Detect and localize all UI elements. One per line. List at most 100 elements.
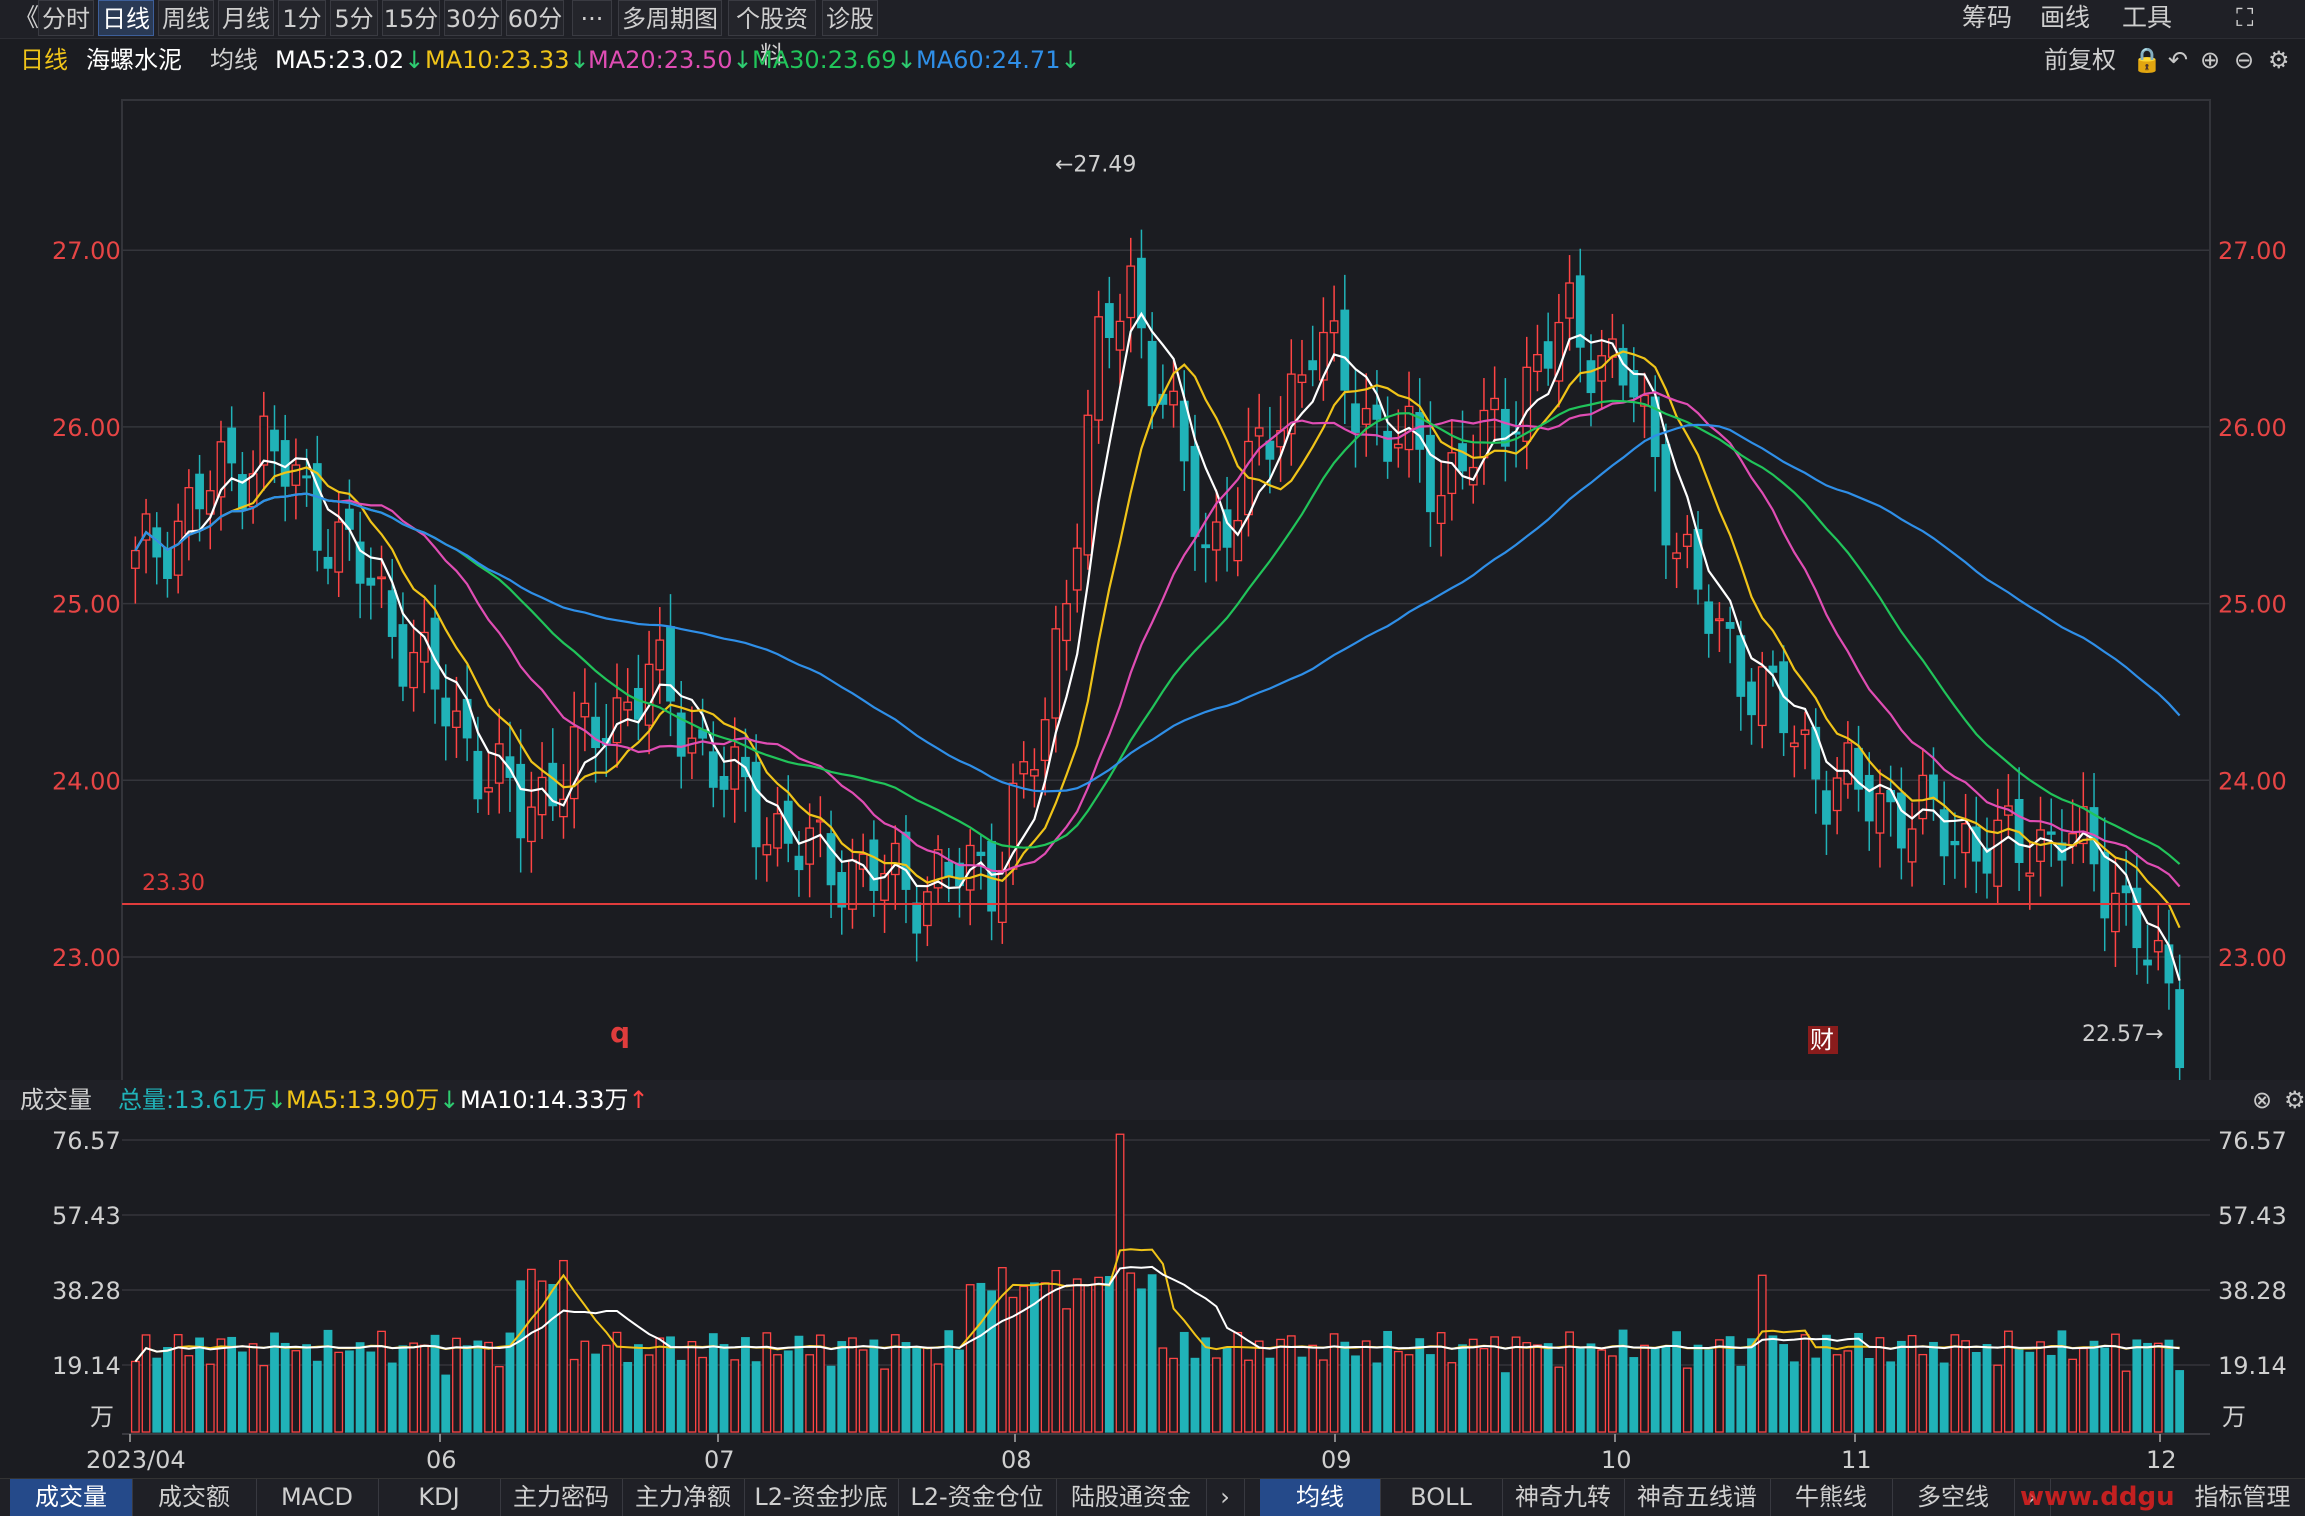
indicator-name[interactable]: 均线 — [210, 46, 258, 74]
top-toolbar: 《 分时 日线 周线 月线 1分 5分 15分 30分 60分 ··· 多周期图… — [0, 0, 2305, 69]
tabs-next-icon-2[interactable]: › — [2014, 1479, 2051, 1516]
tab-ma[interactable]: 均线 — [1260, 1479, 1381, 1516]
volume-ma5-line — [134, 1248, 2180, 1363]
candle-body — [516, 763, 526, 839]
tab-five-lines[interactable]: 神奇五线谱 — [1624, 1479, 1771, 1516]
candle-body — [1308, 360, 1318, 371]
more-button[interactable]: ··· — [572, 0, 612, 36]
draw-line-button[interactable]: 画线 — [2040, 3, 2091, 32]
date-label: 09 — [1321, 1446, 1352, 1474]
date-label: 10 — [1601, 1446, 1632, 1474]
undo-icon[interactable]: ↶ — [2168, 46, 2189, 74]
volume-bar — [205, 1363, 215, 1433]
tab-5min[interactable]: 5分 — [330, 0, 378, 36]
volume-bar — [2046, 1354, 2056, 1433]
volume-unit-right: 万 — [2222, 1403, 2246, 1431]
tab-l2-bottom[interactable]: L2-资金抄底 — [744, 1479, 899, 1516]
volume-bar — [1554, 1366, 1564, 1433]
candle-body — [1768, 665, 1778, 673]
volume-bar — [548, 1283, 558, 1433]
candle-body — [409, 651, 419, 689]
settings-icon[interactable]: ⚙ — [2268, 46, 2290, 74]
diagnose-button[interactable]: 诊股 — [822, 0, 878, 36]
volume-bar — [1661, 1345, 1671, 1433]
chip-button[interactable]: 筹码 — [1962, 3, 2013, 32]
tab-weekly[interactable]: 周线 — [158, 0, 214, 36]
volume-bar — [591, 1353, 600, 1433]
tab-30min[interactable]: 30分 — [444, 0, 502, 36]
date-label: 07 — [704, 1446, 735, 1474]
tab-60min[interactable]: 60分 — [506, 0, 564, 36]
candle-body — [398, 624, 408, 687]
candle-body — [644, 663, 654, 726]
tab-l2-position[interactable]: L2-资金仓位 — [898, 1479, 1057, 1516]
volume-bar — [1747, 1338, 1756, 1433]
price-chart[interactable]: 27.00 27.00 26.00 26.00 25.00 25.00 24.00 24.00… — [0, 80, 2305, 1080]
volume-bar — [2143, 1342, 2152, 1433]
volume-bar — [1030, 1282, 1039, 1433]
volume-bar — [783, 1350, 793, 1433]
candle-body — [762, 844, 772, 856]
price-tick-left: 25.00 — [52, 591, 121, 619]
tab-turnover[interactable]: 成交额 — [132, 1479, 257, 1516]
volume-bar — [462, 1345, 472, 1433]
volume-bar — [858, 1349, 868, 1433]
ma5-line — [134, 311, 2181, 981]
tab-daily[interactable]: 日线 — [98, 0, 154, 36]
candle-body — [1104, 303, 1114, 339]
tab-macd[interactable]: MACD — [256, 1479, 379, 1516]
tab-1min[interactable]: 1分 — [278, 0, 326, 36]
volume-bar — [1918, 1353, 1928, 1433]
tools-button[interactable]: 工具 — [2122, 3, 2173, 32]
candle-body — [858, 853, 868, 870]
candle-body — [869, 839, 879, 891]
price-tick-left: 26.00 — [52, 414, 121, 442]
multi-period-button[interactable]: 多周期图 — [618, 0, 722, 36]
price-axis: 27.00 27.00 26.00 26.00 25.00 25.00 24.00 24.00… — [52, 237, 2287, 972]
candle-body — [548, 762, 558, 807]
volume-tick-left: 19.14 — [52, 1352, 121, 1380]
adjust-label[interactable]: 前复权 — [2044, 46, 2116, 74]
tab-volume[interactable]: 成交量 — [10, 1479, 133, 1516]
tab-nine-turn[interactable]: 神奇九转 — [1502, 1479, 1625, 1516]
panel-settings-icon[interactable]: ⚙ — [2284, 1086, 2305, 1114]
tabs-next-icon[interactable]: › — [1206, 1479, 1245, 1516]
volume-bar — [2036, 1341, 2045, 1433]
tab-monthly[interactable]: 月线 — [218, 0, 274, 36]
volume-chart[interactable]: 76.57 76.57 57.43 57.43 38.28 38.28 19.14 19.14… — [0, 1120, 2305, 1478]
candle-body — [2132, 887, 2142, 949]
candle-body — [494, 743, 504, 784]
volume-bar — [2025, 1351, 2035, 1433]
ma5-value: MA5:23.02↓ — [275, 46, 425, 74]
tab-main-net[interactable]: 主力净额 — [622, 1479, 745, 1516]
tab-kdj[interactable]: KDJ — [378, 1479, 501, 1516]
zoom-out-icon[interactable]: ⊖ — [2234, 46, 2255, 74]
volume-bar — [1971, 1351, 1981, 1433]
volume-bar — [1372, 1362, 1382, 1433]
tab-main-code[interactable]: 主力密码 — [500, 1479, 623, 1516]
volume-bar — [1682, 1367, 1692, 1433]
lock-icon[interactable]: 🔒 — [2132, 46, 2162, 74]
fullscreen-icon[interactable]: ⛶ — [2236, 3, 2254, 32]
tab-boll[interactable]: BOLL — [1380, 1479, 1503, 1516]
tab-bull-bear[interactable]: 牛熊线 — [1770, 1479, 1893, 1516]
candle-body — [387, 590, 397, 637]
tab-15min[interactable]: 15分 — [382, 0, 440, 36]
back-icon[interactable]: 《 — [14, 3, 40, 32]
close-panel-icon[interactable]: ⊗ — [2252, 1086, 2273, 1114]
volume-bar — [2057, 1330, 2067, 1433]
tab-long-short[interactable]: 多空线 — [1892, 1479, 2015, 1516]
tab-hk-connect[interactable]: 陆股通资金 — [1056, 1479, 1207, 1516]
tab-fenshi[interactable]: 分时 — [38, 0, 94, 36]
candle-body — [1222, 509, 1232, 548]
indicator-manage-button[interactable]: 指标管理 — [2194, 1483, 2291, 1511]
candle-body — [1137, 257, 1146, 329]
candle-body — [1415, 412, 1425, 450]
stock-info-button[interactable]: 个股资料 — [728, 0, 816, 69]
volume-bar — [1051, 1269, 1061, 1433]
volume-bar — [1779, 1344, 1789, 1433]
candle-body — [1490, 397, 1500, 411]
candle-body — [559, 798, 568, 818]
zoom-in-icon[interactable]: ⊕ — [2200, 46, 2221, 74]
volume-bar — [1479, 1347, 1489, 1433]
